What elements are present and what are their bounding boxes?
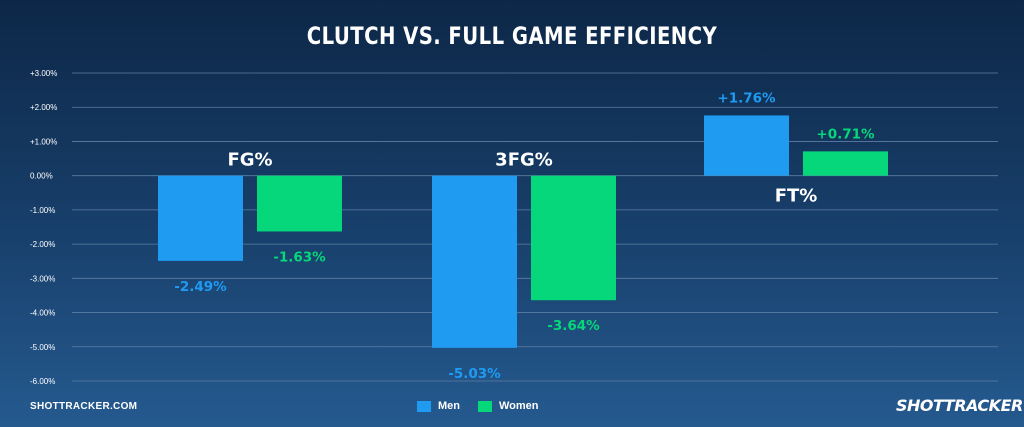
data-label: +0.71% <box>816 126 875 142</box>
site-url[interactable]: SHOTTRACKER.COM <box>30 401 138 412</box>
bar-women-1 <box>531 175 616 301</box>
legend-label-men: Men <box>438 400 460 412</box>
y-tick-label: +2.00% <box>30 103 57 112</box>
y-tick-label: -2.00% <box>30 240 55 249</box>
category-label: FG% <box>227 150 272 171</box>
bar-men-2 <box>704 115 789 176</box>
legend-item-men: Men <box>417 400 460 412</box>
legend-item-women: Women <box>478 400 539 412</box>
legend-swatch-women <box>478 400 492 412</box>
bar-men-1 <box>432 175 517 348</box>
y-tick-label: -4.00% <box>30 309 55 318</box>
data-label: +1.76% <box>717 90 776 106</box>
bar-men-0 <box>158 175 243 261</box>
chart-title: CLUTCH VS. FULL GAME EFFICIENCY <box>307 23 718 50</box>
y-tick-label: -3.00% <box>30 274 55 283</box>
legend-swatch-men <box>417 400 431 412</box>
y-tick-label: -5.00% <box>30 343 55 352</box>
bar-women-2 <box>803 151 888 176</box>
data-label: -3.64% <box>547 318 600 334</box>
brand-logo: SHOTTRACKER <box>896 396 1023 415</box>
bar-women-0 <box>257 175 342 232</box>
data-label: -2.49% <box>174 279 227 295</box>
labels: -2.49% -1.63% FG% -5.03% -3.64% 3FG% +1.76% +0.… <box>174 90 875 381</box>
category-label: FT% <box>775 186 818 207</box>
legend-label-women: Women <box>499 400 539 412</box>
y-tick-label: -6.00% <box>30 377 55 386</box>
y-tick-label: 0.00% <box>30 172 53 181</box>
legend: Men Women <box>417 400 557 412</box>
data-label: -5.03% <box>448 366 501 382</box>
bars <box>158 115 888 348</box>
data-label: -1.63% <box>273 249 326 265</box>
y-tick-label: -1.00% <box>30 206 55 215</box>
y-tick-label: +3.00% <box>30 69 57 78</box>
y-tick-label: +1.00% <box>30 137 57 146</box>
category-label: 3FG% <box>495 150 553 171</box>
